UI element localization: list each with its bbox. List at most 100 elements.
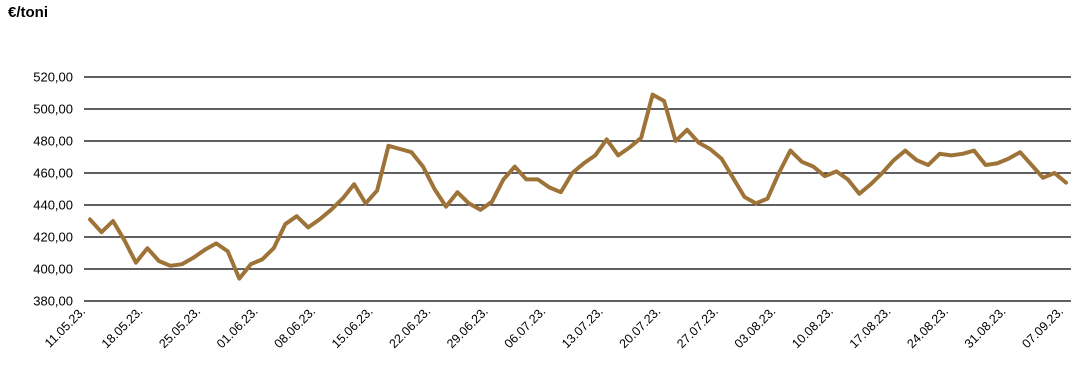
x-tick-label: 24.08.23. — [904, 304, 951, 351]
data-point — [478, 208, 482, 212]
data-point — [834, 169, 838, 173]
data-point — [880, 171, 884, 175]
data-point — [593, 153, 597, 157]
data-point — [731, 176, 735, 180]
series-line — [88, 92, 1068, 281]
data-point — [134, 261, 138, 265]
data-point — [398, 147, 402, 151]
data-point — [490, 200, 494, 204]
y-tick-label: 380,00 — [33, 294, 73, 309]
data-point — [823, 174, 827, 178]
x-tick-label: 17.08.23. — [847, 304, 894, 351]
data-point — [226, 249, 230, 253]
x-tick-label: 03.08.23. — [732, 304, 779, 351]
data-point — [513, 165, 517, 169]
data-point — [869, 182, 873, 186]
data-point — [318, 217, 322, 221]
series-group — [88, 92, 1068, 281]
data-point — [1018, 150, 1022, 154]
data-point — [341, 197, 345, 201]
data-point — [249, 262, 253, 266]
data-point — [352, 182, 356, 186]
y-tick-labels: 380,00 400,00 420,00 440,00 460,00 480,00 500,… — [33, 70, 73, 309]
data-point — [662, 99, 666, 103]
data-point — [145, 246, 149, 250]
data-point — [788, 149, 792, 153]
data-point — [157, 259, 161, 263]
data-point — [1053, 171, 1057, 175]
data-point — [364, 201, 368, 205]
y-tick-label: 480,00 — [33, 134, 73, 149]
data-point — [720, 157, 724, 161]
y-tick-label: 520,00 — [33, 70, 73, 85]
data-point — [742, 195, 746, 199]
data-point — [651, 93, 655, 97]
data-point — [501, 177, 505, 181]
data-point — [111, 219, 115, 223]
x-tick-labels: 11.05.23. 18.05.23. 25.05.23. 01.06.23. 08.0… — [42, 304, 1066, 351]
x-tick-label: 31.08.23. — [962, 304, 1009, 351]
data-point — [674, 139, 678, 143]
x-tick-label: 10.08.23. — [789, 304, 836, 351]
data-point — [915, 158, 919, 162]
data-point — [122, 238, 126, 242]
data-point — [329, 208, 333, 212]
data-point — [203, 248, 207, 252]
data-point — [410, 150, 414, 154]
y-tick-label: 500,00 — [33, 102, 73, 117]
data-point — [191, 256, 195, 260]
data-point — [984, 163, 988, 167]
data-point — [616, 153, 620, 157]
x-tick-label: 27.07.23. — [674, 304, 721, 351]
data-point — [857, 192, 861, 196]
data-point — [421, 165, 425, 169]
data-point — [995, 161, 999, 165]
data-point — [375, 189, 379, 193]
data-point — [559, 190, 563, 194]
data-point — [765, 197, 769, 201]
data-point — [892, 158, 896, 162]
data-point — [455, 190, 459, 194]
data-point — [754, 201, 758, 205]
y-tick-label: 460,00 — [33, 166, 73, 181]
x-tick-label: 29.06.23. — [444, 304, 491, 351]
data-point — [846, 177, 850, 181]
data-point — [1041, 176, 1045, 180]
x-tick-label: 22.06.23. — [387, 304, 434, 351]
data-point — [972, 149, 976, 153]
data-point — [180, 262, 184, 266]
data-point — [237, 277, 241, 281]
data-point — [926, 163, 930, 167]
data-point — [283, 222, 287, 226]
data-point — [570, 171, 574, 175]
data-point — [295, 214, 299, 218]
data-point — [639, 136, 643, 140]
data-point — [99, 230, 103, 234]
data-point — [685, 128, 689, 132]
data-point — [777, 171, 781, 175]
data-point — [961, 152, 965, 156]
y-tick-label: 420,00 — [33, 230, 73, 245]
x-tick-label: 15.06.23. — [329, 304, 376, 351]
data-point — [903, 149, 907, 153]
data-point — [811, 165, 815, 169]
x-tick-label: 01.06.23. — [214, 304, 261, 351]
data-point — [800, 160, 804, 164]
x-tick-label: 13.07.23. — [559, 304, 606, 351]
data-point — [214, 241, 218, 245]
x-tick-label: 20.07.23. — [617, 304, 664, 351]
data-point — [536, 177, 540, 181]
data-point — [697, 141, 701, 145]
data-point — [582, 161, 586, 165]
data-point — [1030, 163, 1034, 167]
data-point — [88, 217, 92, 221]
data-point — [432, 187, 436, 191]
x-tick-label: 18.05.23. — [99, 304, 146, 351]
data-point — [1064, 181, 1068, 185]
data-point — [628, 145, 632, 149]
data-point — [387, 144, 391, 148]
y-tick-label: 440,00 — [33, 198, 73, 213]
data-point — [444, 205, 448, 209]
x-tick-label: 06.07.23. — [502, 304, 549, 351]
